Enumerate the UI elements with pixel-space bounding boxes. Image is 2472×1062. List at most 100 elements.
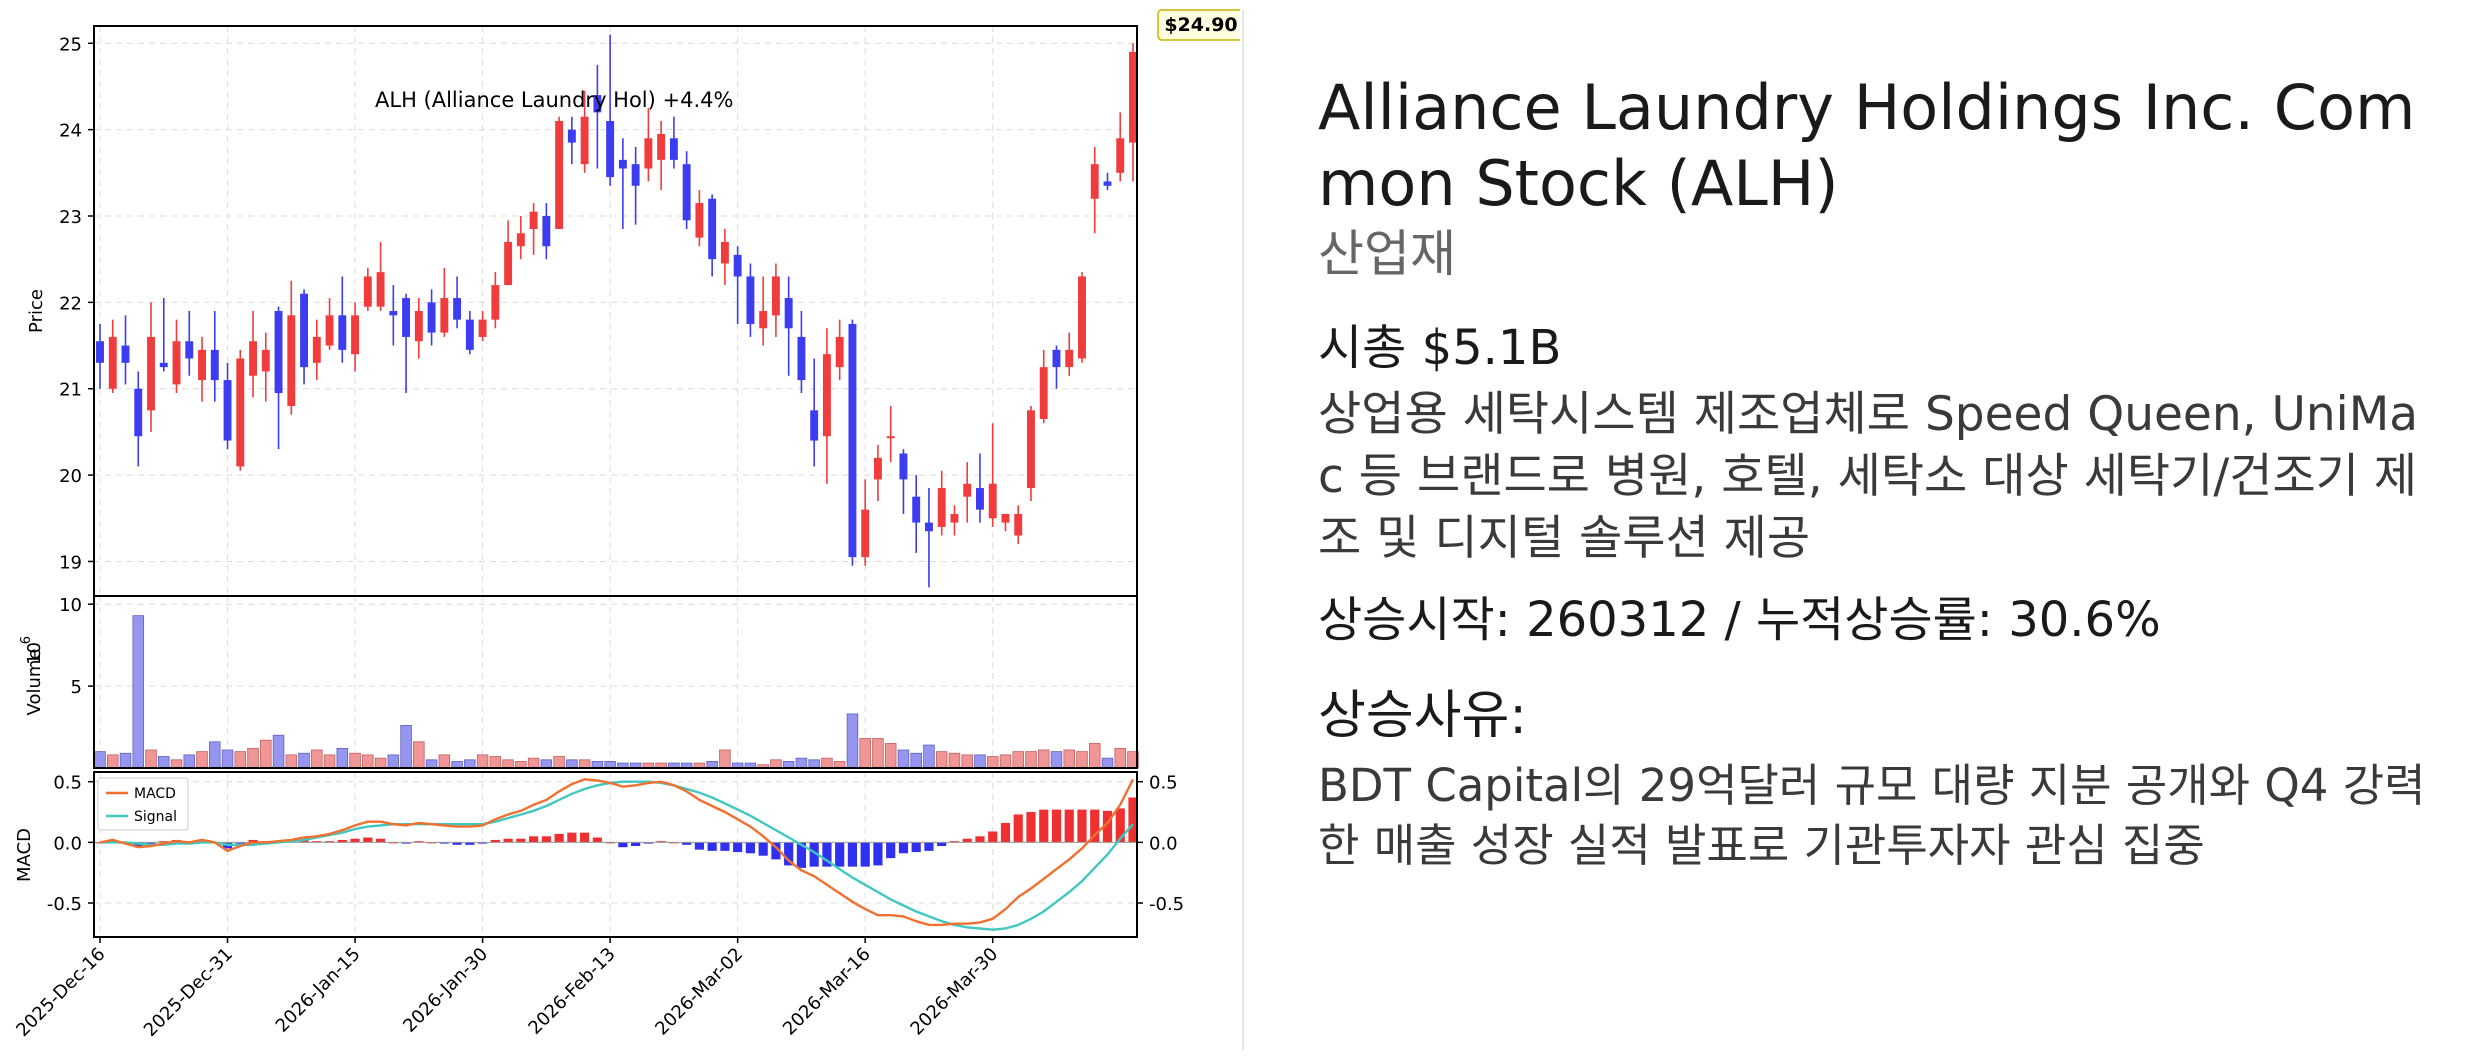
volume-bar	[872, 738, 884, 769]
candle-body	[108, 336, 117, 389]
candle-body	[414, 311, 423, 342]
candle-body	[1078, 276, 1086, 359]
candle-body	[835, 336, 844, 368]
macd-histogram-bar	[1013, 814, 1023, 843]
candle-body	[976, 488, 984, 510]
volume-bar	[464, 759, 476, 769]
volume-bar	[489, 756, 502, 769]
price-tick-label: 22	[59, 293, 82, 314]
price-tick-label: 21	[59, 380, 82, 401]
volume-bar	[846, 713, 859, 769]
macd-histogram-bar	[452, 842, 462, 845]
panel-divider	[1242, 10, 1244, 1050]
candle-body	[402, 298, 411, 337]
macd-tick-label-left: 0.0	[53, 833, 82, 854]
candle-body	[606, 121, 615, 178]
candle-body	[1103, 181, 1112, 186]
macd-histogram-bar	[924, 842, 934, 851]
candle-body	[440, 298, 449, 333]
candle-body	[172, 341, 181, 385]
macd-histogram-bar	[592, 837, 602, 843]
candle-body	[567, 129, 576, 143]
volume-bar	[349, 752, 361, 769]
candle-body	[491, 285, 500, 320]
candle-body	[210, 349, 219, 381]
candle-body	[185, 341, 194, 359]
candle-body	[325, 315, 334, 346]
price-tick-label: 25	[59, 34, 82, 55]
candle-body	[810, 410, 819, 441]
volume-bar	[106, 754, 119, 769]
macd-histogram-bar	[733, 842, 743, 853]
volume-bar	[770, 759, 782, 769]
macd-histogram-bar	[745, 842, 755, 854]
chart-title: ALH (Alliance Laundry Hol) +4.4%	[375, 88, 733, 112]
candle-body	[147, 336, 155, 411]
volume-bar	[1050, 751, 1063, 769]
price-axis-label: Price	[26, 289, 47, 333]
last-price-label: $24.90	[1164, 14, 1237, 36]
volume-bar	[260, 739, 272, 769]
candle-body	[1065, 349, 1074, 368]
macd-histogram-bar	[1039, 809, 1049, 843]
volume-bar	[1088, 743, 1101, 769]
rally-reason: BDT Capital의 29억달러 규모 대량 지분 공개와 Q4 강력한 매…	[1318, 759, 2426, 872]
volume-bar	[884, 743, 897, 769]
volume-bar	[923, 744, 935, 769]
macd-histogram-bar	[567, 832, 577, 843]
macd-histogram-bar	[822, 842, 832, 867]
volume-bar	[527, 757, 540, 769]
macd-histogram-bar	[159, 841, 169, 843]
macd-histogram-bar	[248, 839, 258, 843]
macd-tick-label-right: -0.5	[1149, 894, 1184, 915]
candle-body	[1001, 513, 1010, 523]
macd-histogram-bar	[835, 842, 845, 867]
macd-histogram-bar	[949, 841, 960, 843]
price-tick-label: 19	[59, 552, 82, 573]
volume-bar	[821, 757, 833, 769]
macd-histogram-bar	[656, 841, 666, 843]
candle-body	[873, 457, 882, 480]
candle-body	[249, 341, 257, 376]
macd-histogram-bar	[1000, 822, 1011, 843]
volume-bar	[1101, 757, 1114, 769]
volume-bar	[961, 754, 973, 769]
x-tick-label: 2025-Dec-16	[12, 944, 109, 1041]
macd-histogram-bar	[962, 838, 972, 843]
candle-body	[338, 315, 347, 350]
volume-bar	[438, 754, 451, 769]
macd-histogram-bar	[847, 842, 858, 867]
stock-info-panel: Alliance Laundry Holdings Inc. Common St…	[1318, 70, 2438, 876]
x-tick-label: 2026-Mar-16	[779, 944, 875, 1040]
volume-bar	[234, 751, 247, 769]
macd-histogram-bar	[490, 839, 500, 843]
volume-bar	[158, 756, 170, 769]
candle-body	[593, 95, 602, 113]
macd-axis-label: MACD	[14, 828, 35, 882]
candle-body	[1039, 367, 1048, 419]
volume-bar	[247, 747, 259, 769]
candle-body	[797, 336, 806, 381]
macd-histogram-bar	[439, 842, 449, 844]
macd-histogram-bar	[758, 842, 768, 856]
volume-bar	[910, 752, 922, 769]
macd-histogram-bar	[911, 842, 921, 853]
rally-reason-label: 상승사유:	[1318, 686, 1527, 746]
candle-body	[134, 388, 143, 437]
macd-tick-label-right: 0.0	[1149, 833, 1178, 854]
candle-body	[695, 203, 704, 238]
macd-histogram-bar	[873, 842, 883, 866]
candle-body	[924, 522, 933, 532]
price-tick-label: 20	[59, 466, 82, 487]
x-tick-label: 2026-Feb-13	[524, 944, 619, 1039]
macd-histogram-bar	[809, 842, 819, 867]
candle-body	[261, 349, 270, 372]
macd-histogram-bar	[1128, 797, 1138, 843]
candle-body	[504, 241, 513, 286]
macd-histogram-bar	[197, 839, 207, 843]
macd-histogram-bar	[988, 831, 998, 843]
macd-histogram-bar	[529, 836, 539, 843]
macd-histogram-bar	[350, 838, 360, 843]
volume-bar	[196, 751, 208, 769]
macd-histogram-bar	[414, 841, 424, 843]
